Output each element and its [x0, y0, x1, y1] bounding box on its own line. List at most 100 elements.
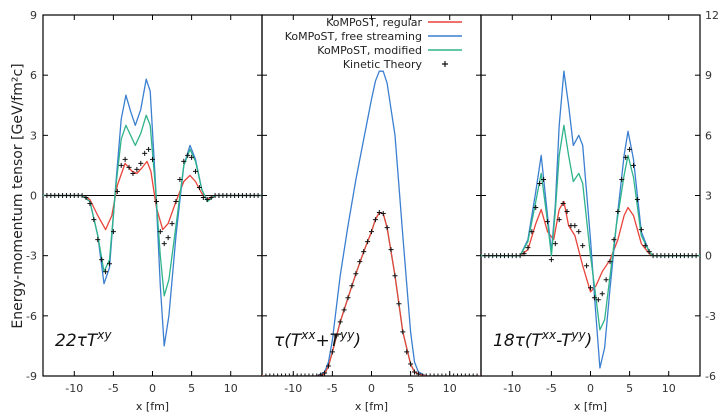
kinetic-point — [431, 373, 437, 376]
kinetic-point — [521, 251, 527, 257]
kinetic-point — [607, 259, 613, 265]
series-line — [481, 200, 700, 293]
x-tick-label: -5 — [108, 382, 119, 395]
kinetic-point — [153, 199, 159, 205]
kinetic-point — [294, 373, 300, 376]
x-tick-label: -5 — [327, 382, 338, 395]
kinetic-point — [588, 285, 593, 291]
kinetic-point — [204, 197, 210, 203]
kinetic-point — [415, 371, 421, 376]
right-y-tick-label: -6 — [705, 370, 716, 383]
series-line — [481, 70, 700, 369]
left-y-tick-label: 9 — [30, 9, 37, 22]
kinetic-point — [404, 349, 410, 355]
legend-label: KoMPoST, free streaming — [285, 30, 422, 43]
kinetic-point — [537, 180, 543, 186]
kinetic-point — [134, 166, 140, 172]
x-tick-label: -10 — [284, 382, 302, 395]
annotation-text: -T — [556, 331, 573, 351]
plot-area — [481, 70, 700, 369]
series-line — [43, 78, 262, 347]
kinetic-point — [439, 373, 445, 376]
kinetic-point — [615, 209, 621, 215]
kinetic-point — [560, 201, 566, 207]
kinetic-point — [306, 373, 312, 376]
kinetic-point — [380, 211, 386, 217]
kinetic-point — [396, 301, 402, 307]
kinetic-point — [642, 243, 648, 249]
right-y-tick-label: 0 — [705, 250, 712, 263]
panel-annotation: τ(Txx+Tyy) — [274, 328, 361, 351]
x-axis-label: x [fm] — [574, 400, 607, 413]
right-y-tick-label: 3 — [705, 190, 712, 203]
kinetic-point — [349, 283, 355, 289]
kinetic-point — [634, 197, 640, 203]
annotation-text: τ(T — [274, 331, 303, 351]
kinetic-point — [369, 229, 374, 235]
kinetic-point — [318, 372, 324, 376]
x-tick-label: -5 — [546, 382, 557, 395]
kinetic-point — [263, 373, 269, 376]
kinetic-point — [208, 195, 214, 201]
plot-area — [43, 78, 262, 347]
left-y-tick-label: 0 — [30, 190, 37, 203]
kinetic-point — [286, 373, 292, 376]
kinetic-point — [631, 162, 637, 168]
kinetic-point — [693, 253, 699, 259]
kinetic-point — [541, 176, 547, 182]
kinetic-point — [267, 373, 273, 376]
kinetic-point — [177, 176, 183, 182]
x-tick-label: 5 — [188, 382, 195, 395]
annotation-text: ) — [584, 331, 593, 351]
kinetic-point — [122, 156, 128, 162]
kinetic-point — [302, 373, 308, 376]
x-tick-label: 0 — [587, 382, 594, 395]
kinetic-point — [255, 193, 261, 198]
kinetic-point — [619, 176, 625, 182]
kinetic-point — [533, 205, 539, 211]
left-y-tick-label: -9 — [26, 370, 37, 383]
left-y-tick-label: 6 — [30, 69, 37, 82]
kinetic-point — [138, 160, 144, 166]
series-line — [43, 160, 262, 231]
annotation-superscript: xx — [541, 328, 557, 342]
kinetic-point — [173, 199, 179, 205]
annotation-superscript: yy — [339, 328, 355, 342]
kinetic-point — [196, 184, 202, 190]
kinetic-point — [572, 223, 578, 229]
kinetic-point — [443, 373, 449, 376]
kinetic-point — [193, 168, 199, 174]
legend-label: KoMPoST, modified — [317, 44, 422, 57]
series-line — [262, 70, 481, 376]
kinetic-point — [423, 373, 429, 376]
kinetic-point — [357, 259, 363, 265]
kinetic-point — [189, 154, 195, 160]
kinetic-point — [126, 164, 132, 170]
kinetic-point — [333, 333, 339, 339]
plot-area — [262, 70, 481, 376]
legend-label: KoMPoST, regular — [326, 16, 422, 29]
kinetic-point — [314, 373, 320, 376]
kinetic-point — [419, 373, 425, 376]
kinetic-point — [142, 150, 148, 156]
panel-annotation: 18τ(Txx-Tyy) — [493, 328, 592, 351]
kinetic-point — [564, 209, 570, 215]
kinetic-point — [388, 247, 394, 253]
series-line — [43, 114, 262, 297]
kinetic-point — [110, 229, 116, 235]
kinetic-point — [623, 154, 629, 160]
kinetic-point — [435, 373, 441, 376]
panel-3: -10 -5 0 5 10 x [fm] 12 9 6 3 0 -3 -6 18τ(Txx-Tyy) — [480, 9, 719, 413]
kinetic-point — [361, 249, 367, 255]
right-y-tick-label: -3 — [705, 310, 716, 323]
kinetic-point — [552, 241, 558, 247]
y-axis-label: Energy-momentum tensor [GeV/fm²c] — [10, 63, 26, 328]
kinetic-point — [83, 195, 89, 201]
kinetic-point — [627, 146, 633, 152]
kinetic-point — [384, 225, 390, 231]
kinetic-point — [548, 257, 554, 263]
left-y-tick-label: -6 — [26, 310, 37, 323]
kinetic-point — [310, 373, 316, 376]
kinetic-point — [451, 373, 457, 376]
kinetic-point — [408, 361, 414, 367]
